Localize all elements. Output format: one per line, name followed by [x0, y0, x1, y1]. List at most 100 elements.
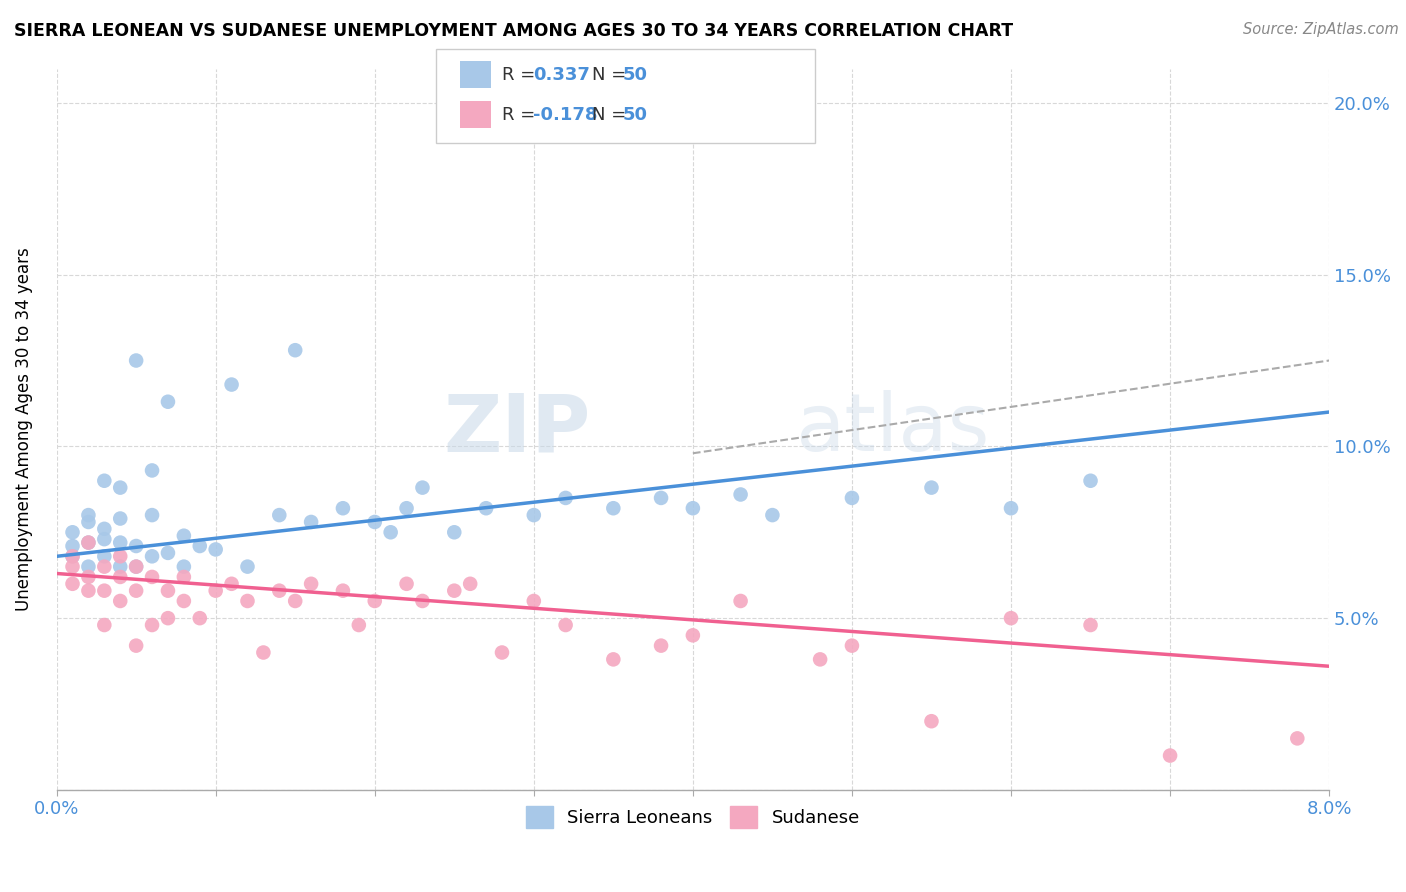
Point: [1080, 474, 1102, 488]
Text: N =: N =: [592, 67, 631, 85]
Point: [141, 618, 163, 632]
Text: R =: R =: [502, 106, 541, 124]
Point: [110, 559, 132, 574]
Point: [125, 583, 148, 598]
Point: [62, 549, 84, 564]
Point: [395, 576, 418, 591]
Point: [110, 549, 132, 564]
Point: [841, 491, 863, 505]
Point: [380, 525, 402, 540]
Point: [491, 646, 513, 660]
Point: [1000, 611, 1022, 625]
Point: [1000, 501, 1022, 516]
Point: [156, 546, 179, 560]
Point: [252, 646, 274, 660]
Text: -0.178: -0.178: [533, 106, 598, 124]
Point: [125, 639, 148, 653]
Text: 50: 50: [623, 106, 648, 124]
Point: [1286, 731, 1309, 746]
Point: [77, 535, 100, 549]
Point: [125, 539, 148, 553]
Text: ZIP: ZIP: [444, 390, 591, 468]
Text: R =: R =: [502, 67, 541, 85]
Point: [93, 559, 115, 574]
Point: [77, 515, 100, 529]
Point: [125, 353, 148, 368]
Point: [761, 508, 783, 522]
Point: [364, 594, 387, 608]
Point: [93, 583, 115, 598]
Point: [77, 570, 100, 584]
Point: [602, 652, 624, 666]
Point: [93, 474, 115, 488]
Point: [920, 714, 942, 729]
Point: [443, 583, 465, 598]
Point: [110, 511, 132, 525]
Point: [221, 377, 243, 392]
Point: [77, 559, 100, 574]
Point: [156, 611, 179, 625]
Point: [110, 570, 132, 584]
Point: [650, 639, 672, 653]
Point: [62, 539, 84, 553]
Point: [110, 481, 132, 495]
Point: [77, 508, 100, 522]
Point: [554, 491, 576, 505]
Point: [299, 576, 322, 591]
Point: [93, 532, 115, 546]
Point: [443, 525, 465, 540]
Point: [841, 639, 863, 653]
Point: [650, 491, 672, 505]
Text: 0.337: 0.337: [533, 67, 589, 85]
Point: [236, 559, 259, 574]
Point: [475, 501, 498, 516]
Point: [236, 594, 259, 608]
Point: [347, 618, 370, 632]
Point: [269, 508, 291, 522]
Point: [125, 559, 148, 574]
Point: [411, 481, 433, 495]
Point: [93, 549, 115, 564]
Point: [730, 594, 752, 608]
Point: [173, 559, 195, 574]
Point: [141, 570, 163, 584]
Legend: Sierra Leoneans, Sudanese: Sierra Leoneans, Sudanese: [519, 798, 868, 835]
Point: [682, 501, 704, 516]
Point: [523, 508, 546, 522]
Point: [523, 594, 546, 608]
Point: [141, 463, 163, 477]
Point: [808, 652, 831, 666]
Point: [110, 594, 132, 608]
Point: [62, 576, 84, 591]
Point: [173, 594, 195, 608]
Point: [284, 594, 307, 608]
Text: N =: N =: [592, 106, 631, 124]
Point: [125, 559, 148, 574]
Point: [554, 618, 576, 632]
Point: [62, 525, 84, 540]
Point: [188, 611, 211, 625]
Point: [1080, 618, 1102, 632]
Point: [173, 570, 195, 584]
Y-axis label: Unemployment Among Ages 30 to 34 years: Unemployment Among Ages 30 to 34 years: [15, 247, 32, 611]
Point: [77, 583, 100, 598]
Point: [188, 539, 211, 553]
Point: [458, 576, 481, 591]
Point: [299, 515, 322, 529]
Text: SIERRA LEONEAN VS SUDANESE UNEMPLOYMENT AMONG AGES 30 TO 34 YEARS CORRELATION CH: SIERRA LEONEAN VS SUDANESE UNEMPLOYMENT …: [14, 22, 1014, 40]
Point: [332, 501, 354, 516]
Point: [77, 535, 100, 549]
Point: [156, 394, 179, 409]
Point: [284, 343, 307, 358]
Point: [682, 628, 704, 642]
Point: [269, 583, 291, 598]
Point: [332, 583, 354, 598]
Point: [602, 501, 624, 516]
Point: [156, 583, 179, 598]
Point: [730, 487, 752, 501]
Point: [1159, 748, 1181, 763]
Point: [204, 583, 226, 598]
Point: [221, 576, 243, 591]
Point: [141, 508, 163, 522]
Point: [204, 542, 226, 557]
